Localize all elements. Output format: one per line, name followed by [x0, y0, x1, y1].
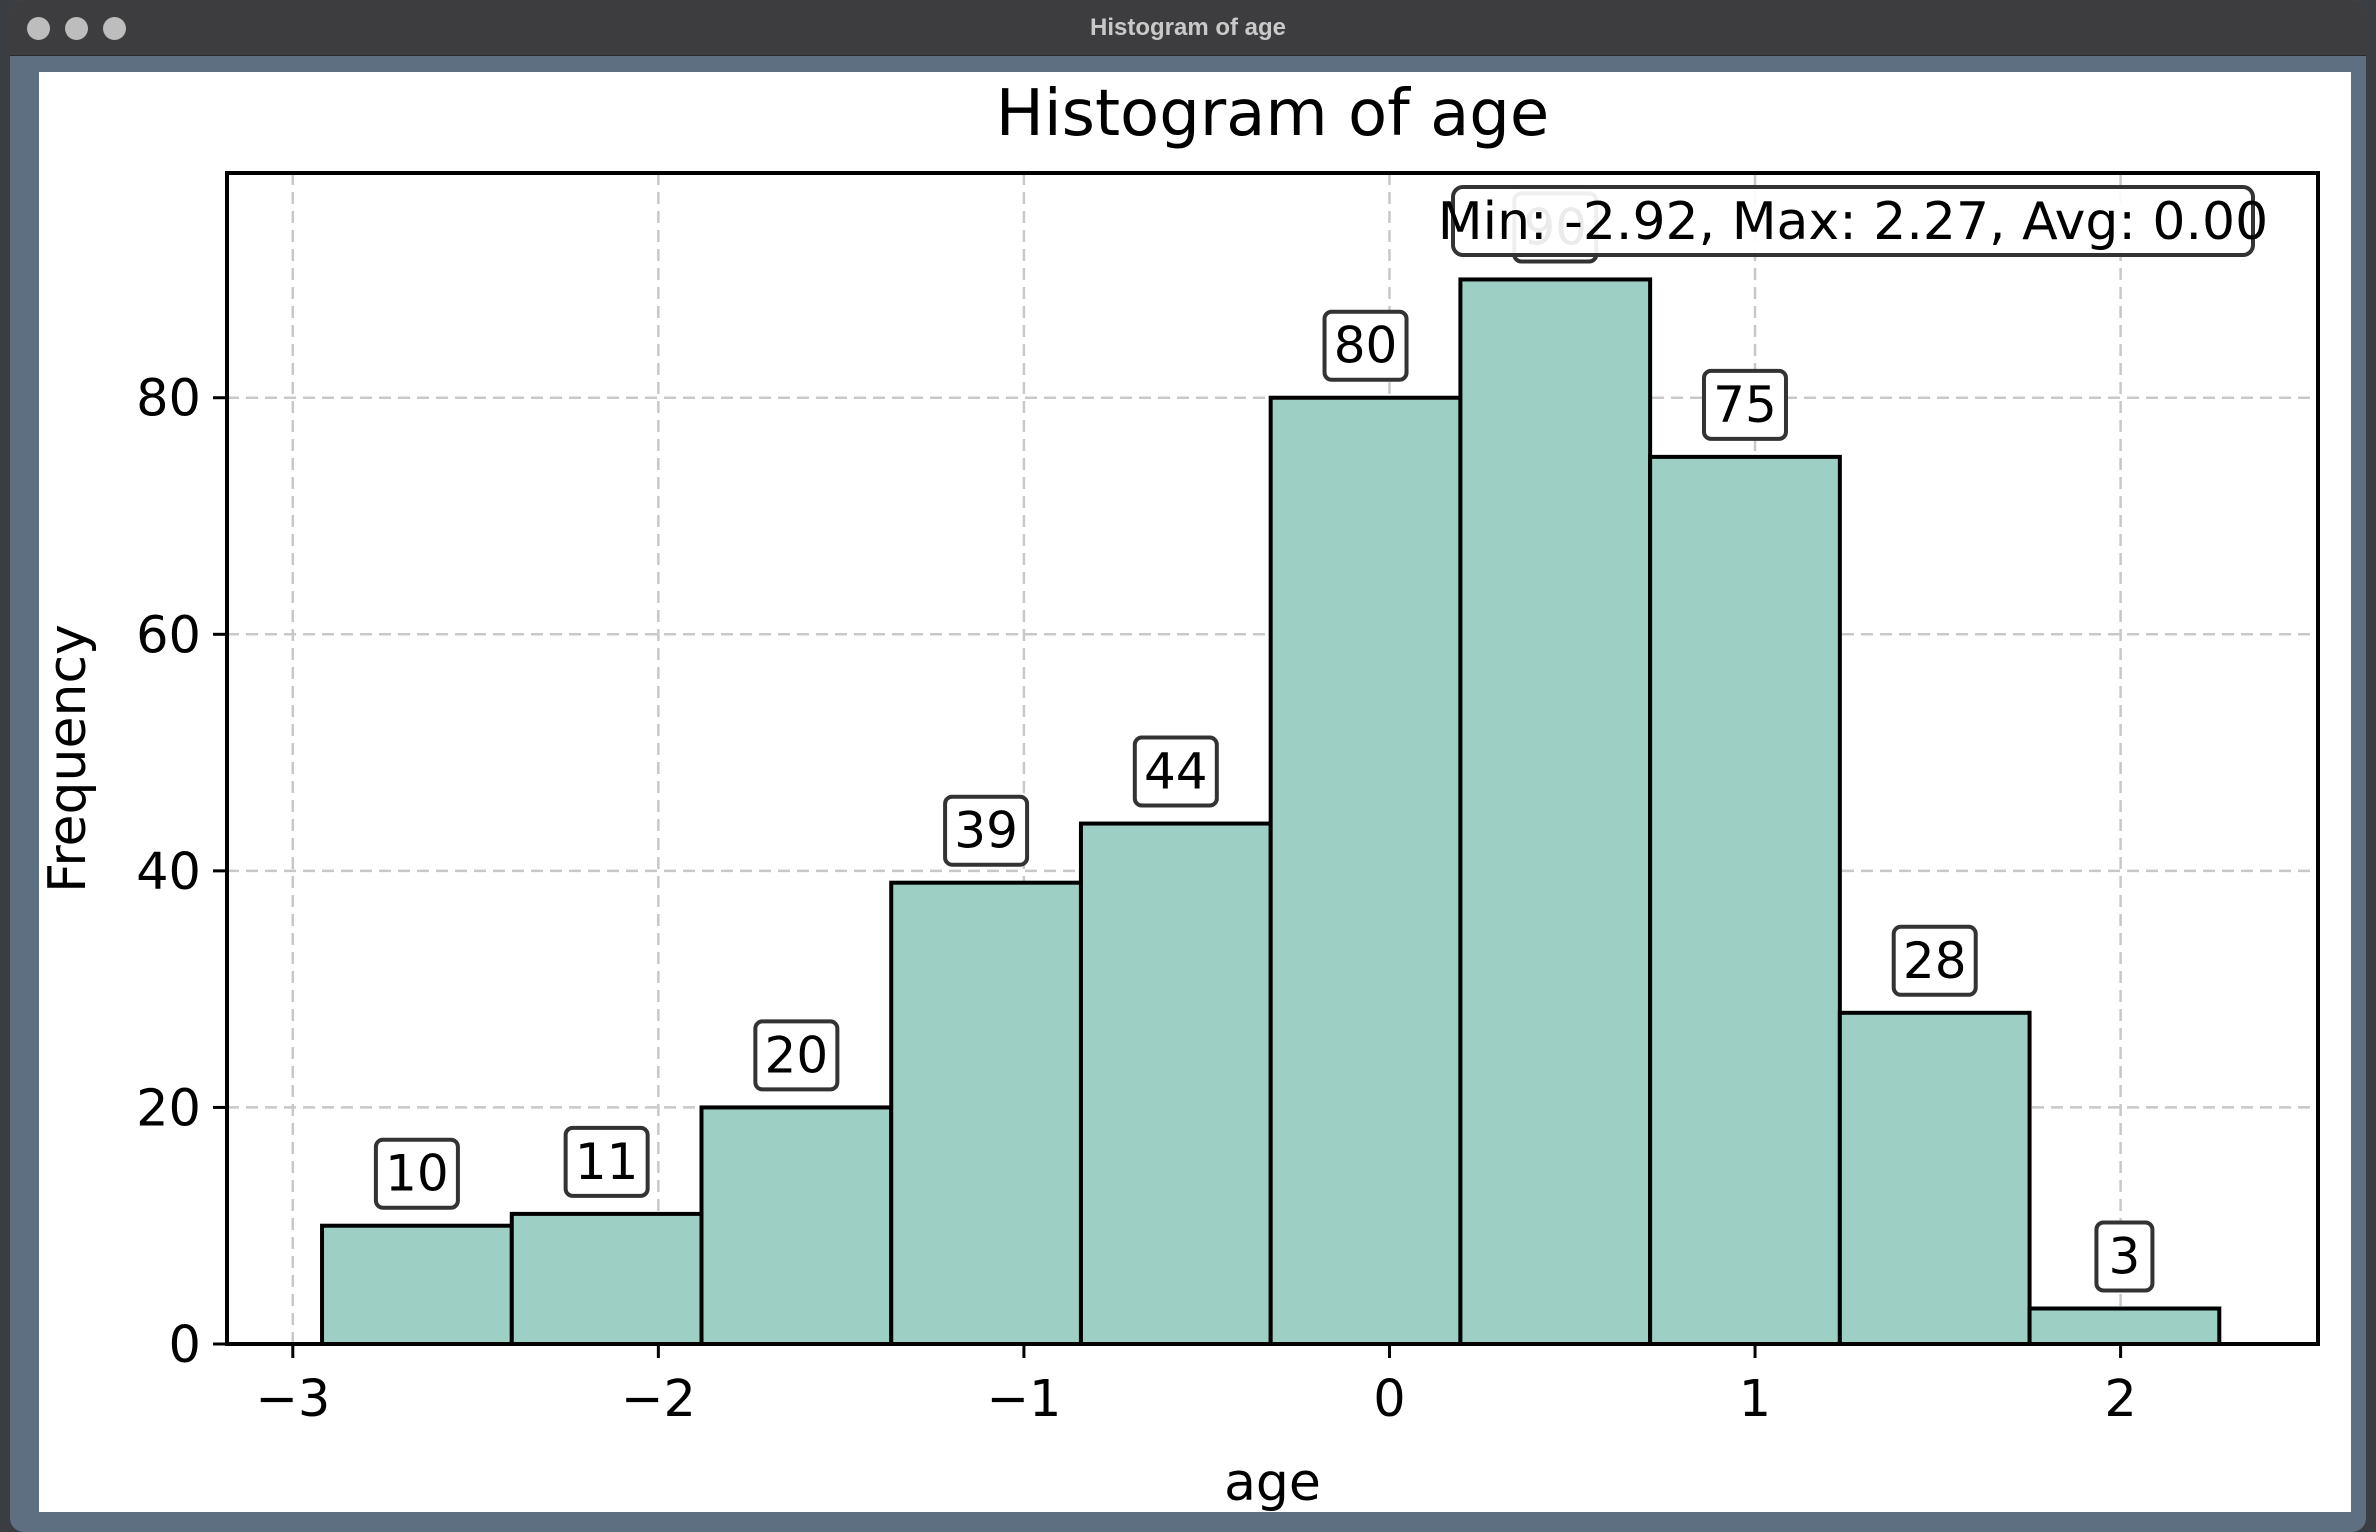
bar-label-box — [943, 794, 1030, 867]
histogram-bar — [699, 1105, 894, 1346]
y-tick-label: 40 — [136, 843, 201, 902]
y-tick-label: 80 — [136, 370, 201, 429]
histogram-bar — [1078, 821, 1273, 1346]
y-tick-label: 60 — [136, 606, 201, 665]
bar-label-box — [1132, 735, 1219, 808]
bar-value-label: 28 — [1903, 932, 1967, 990]
bar-label-box — [373, 1137, 460, 1210]
bar-value-label: 20 — [765, 1026, 829, 1084]
bar-value-label: 39 — [954, 802, 1018, 860]
y-tick-label: 0 — [169, 1316, 201, 1375]
bar-label-box — [753, 1019, 840, 1092]
bar-label-box — [1701, 368, 1788, 441]
bar-label-box — [1891, 924, 1978, 997]
histogram-bar — [1837, 1010, 2032, 1347]
x-tick-label: −1 — [986, 1370, 1061, 1429]
bar-value-label: 3 — [2109, 1228, 2141, 1286]
histogram-bar — [1648, 454, 1842, 1346]
title-bar: Histogram of age — [10, 0, 2366, 56]
histogram-bar — [320, 1223, 514, 1346]
bar-label-box — [1322, 309, 1409, 382]
minimize-window-button[interactable] — [65, 17, 88, 40]
bar-value-label: 80 — [1334, 317, 1398, 375]
close-window-button[interactable] — [27, 17, 50, 40]
y-axis-label: Frequency — [39, 624, 98, 893]
chart-title: Histogram of age — [996, 77, 1550, 151]
bar-value-label: 44 — [1144, 743, 1208, 801]
y-tick-label: 20 — [136, 1079, 201, 1138]
x-tick-label: 2 — [2104, 1370, 2136, 1429]
stats-annotation-text: Min: -2.92, Max: 2.27, Avg: 0.00 — [1438, 192, 2268, 252]
x-tick-label: 1 — [1739, 1370, 1771, 1429]
x-tick-label: −2 — [621, 1370, 696, 1429]
bars-layer — [320, 277, 2222, 1347]
histogram-bar — [889, 880, 1083, 1346]
stats-annotation-box — [1451, 185, 2255, 257]
bar-value-label: 10 — [385, 1145, 449, 1203]
histogram-bar — [2027, 1306, 2222, 1346]
window-title: Histogram of age — [1089, 14, 1287, 41]
bar-value-label: 75 — [1713, 376, 1777, 434]
x-tick-label: 0 — [1373, 1370, 1405, 1429]
x-tick-label: −3 — [255, 1370, 330, 1429]
bar-value-label: 11 — [575, 1133, 639, 1191]
zoom-window-button[interactable] — [103, 17, 126, 40]
x-axis-label: age — [1224, 1453, 1321, 1512]
bar-label-box — [563, 1125, 650, 1198]
stats-annotation: Min: -2.92, Max: 2.27, Avg: 0.00 — [1438, 185, 2268, 257]
axes-frame — [225, 171, 2320, 1346]
histogram-bar — [1268, 395, 1463, 1346]
histogram-bar — [509, 1211, 704, 1347]
histogram-bar — [1458, 277, 1653, 1346]
bar-label-box — [2094, 1220, 2155, 1293]
app-window: Histogram of age −3 −2 −1 0 1 2 0 20 40 60 80 10 11… — [10, 0, 2366, 1532]
